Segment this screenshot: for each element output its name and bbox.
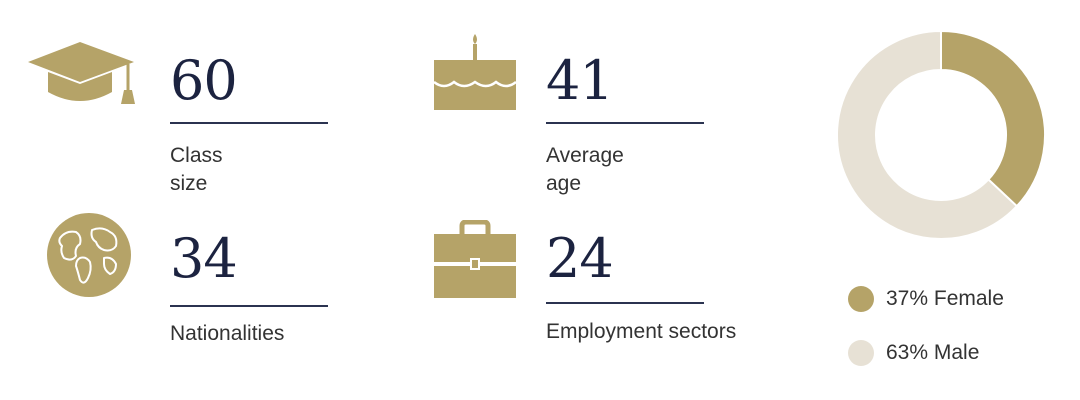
stat-label: Average age	[546, 144, 624, 195]
donut-svg	[836, 29, 1046, 240]
birthday-cake-icon	[432, 30, 518, 112]
divider	[170, 305, 328, 307]
divider	[170, 122, 328, 124]
legend-swatch-female	[848, 286, 874, 312]
donut-slice-female	[940, 29, 1046, 208]
stat-value: 41	[546, 49, 614, 112]
stat-label: Nationalities	[170, 322, 285, 345]
divider	[546, 302, 704, 304]
graduation-cap-icon	[28, 40, 138, 110]
globe-icon	[46, 212, 132, 298]
donut-slice-male	[836, 29, 1019, 240]
stat-label: Employment sectors	[546, 320, 737, 343]
stat-label: Class size	[170, 144, 223, 195]
gender-donut-chart	[836, 29, 1046, 240]
stat-value: 34	[170, 227, 238, 290]
stat-value: 24	[546, 227, 614, 290]
briefcase-icon	[432, 220, 518, 300]
stat-value: 60	[170, 49, 238, 112]
divider	[546, 122, 704, 124]
legend-swatch-male	[848, 340, 874, 366]
legend-label: 37% Female	[886, 287, 1004, 310]
legend-label: 63% Male	[886, 341, 980, 364]
